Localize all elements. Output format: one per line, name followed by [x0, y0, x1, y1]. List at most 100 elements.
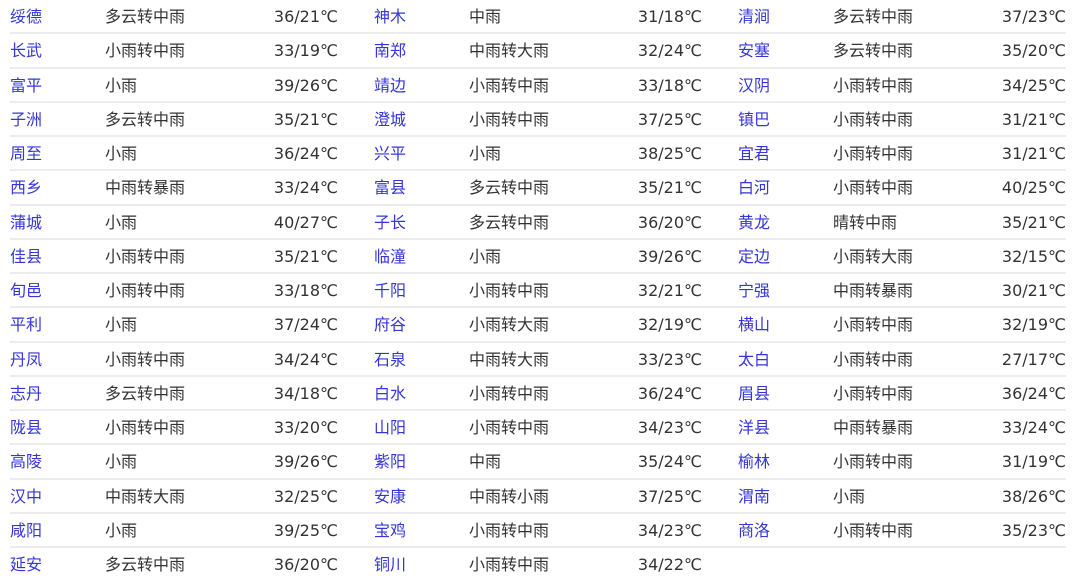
weather-text: 小雨转中雨 [469, 75, 550, 95]
city-link[interactable]: 府谷 [374, 315, 407, 335]
city-link[interactable]: 富县 [374, 178, 407, 198]
weather-text: 小雨转中雨 [469, 520, 550, 540]
city-link[interactable]: 洋县 [738, 418, 771, 437]
temperature-text: 32/19℃ [637, 315, 702, 335]
city-link[interactable]: 汉阴 [738, 75, 771, 95]
table-row: 旬邑 小雨转中雨 33/18℃ 千阳 小雨转中雨 32/21℃ 宁强 中雨转暴雨 30/21℃ [10, 274, 1066, 309]
city-link[interactable]: 高陵 [10, 452, 43, 472]
weather-text: 小雨转中雨 [833, 315, 914, 335]
city-link[interactable]: 宁强 [738, 281, 771, 300]
city-link[interactable]: 神木 [374, 7, 407, 26]
city-link[interactable]: 旬邑 [10, 281, 43, 300]
city-link[interactable]: 周至 [10, 144, 43, 163]
city-link[interactable]: 靖边 [374, 75, 407, 95]
temperature-text: 36/24℃ [637, 383, 702, 403]
city-link[interactable]: 延安 [10, 555, 43, 574]
city-link[interactable]: 佳县 [10, 246, 43, 266]
temperature-text: 33/24℃ [273, 178, 338, 198]
weather-text: 小雨转中雨 [105, 418, 186, 437]
weather-text: 中雨转暴雨 [833, 418, 914, 437]
weather-text: 小雨转中雨 [105, 349, 186, 369]
city-link[interactable]: 兴平 [374, 144, 407, 163]
weather-text: 小雨转大雨 [833, 246, 914, 266]
city-link[interactable]: 白河 [738, 178, 771, 198]
city-link[interactable]: 太白 [738, 349, 771, 369]
city-link[interactable]: 榆林 [738, 452, 771, 472]
city-link[interactable]: 绥德 [10, 7, 43, 26]
city-link[interactable]: 黄龙 [738, 212, 771, 232]
city-link[interactable]: 眉县 [738, 383, 771, 403]
weather-text: 小雨 [105, 315, 138, 335]
temperature-text: 31/19℃ [1001, 452, 1066, 472]
city-link[interactable]: 白水 [374, 383, 407, 403]
city-link[interactable]: 志丹 [10, 383, 43, 403]
city-link[interactable]: 清涧 [738, 7, 771, 26]
temperature-text: 34/22℃ [637, 555, 702, 574]
temperature-text: 36/20℃ [637, 212, 702, 232]
city-link[interactable]: 山阳 [374, 418, 407, 437]
weather-text: 中雨转小雨 [469, 486, 550, 506]
weather-text: 多云转中雨 [105, 7, 186, 26]
temperature-text: 33/19℃ [273, 41, 338, 61]
city-link[interactable]: 安塞 [738, 41, 771, 61]
table-row: 子洲 多云转中雨 35/21℃ 澄城 小雨转中雨 37/25℃ 镇巴 小雨转中雨 31/21℃ [10, 103, 1066, 137]
weather-text: 小雨转中雨 [833, 109, 914, 129]
city-link[interactable]: 长武 [10, 41, 43, 61]
weather-text: 小雨 [833, 486, 866, 506]
weather-text: 中雨转大雨 [105, 486, 186, 506]
city-link[interactable]: 宝鸡 [374, 520, 407, 540]
city-link[interactable]: 千阳 [374, 281, 407, 300]
temperature-text: 33/23℃ [637, 349, 702, 369]
temperature-text: 36/21℃ [273, 7, 338, 26]
city-link[interactable]: 石泉 [374, 349, 407, 369]
temperature-text: 36/20℃ [273, 555, 338, 574]
city-link[interactable]: 铜川 [374, 555, 407, 574]
city-link[interactable]: 临潼 [374, 246, 407, 266]
city-link[interactable]: 商洛 [738, 520, 771, 540]
table-row: 周至 小雨 36/24℃ 兴平 小雨 38/25℃ 宜君 小雨转中雨 31/21℃ [10, 137, 1066, 172]
temperature-text: 39/26℃ [637, 246, 702, 266]
temperature-text: 34/18℃ [273, 383, 338, 403]
city-link[interactable]: 南郑 [374, 41, 407, 61]
temperature-text: 33/20℃ [273, 418, 338, 437]
weather-text: 小雨转中雨 [105, 281, 186, 300]
weather-text: 小雨转中雨 [833, 452, 914, 472]
temperature-text: 34/25℃ [1001, 75, 1066, 95]
weather-text: 中雨转大雨 [469, 349, 550, 369]
city-link[interactable]: 陇县 [10, 418, 43, 437]
city-link[interactable]: 定边 [738, 246, 771, 266]
city-link[interactable]: 澄城 [374, 109, 407, 129]
city-link[interactable]: 宜君 [738, 144, 771, 163]
city-link[interactable]: 子洲 [10, 109, 43, 129]
city-link[interactable]: 平利 [10, 315, 43, 335]
city-link[interactable]: 富平 [10, 75, 43, 95]
city-link[interactable]: 镇巴 [738, 109, 771, 129]
city-link[interactable]: 横山 [738, 315, 771, 335]
temperature-text: 33/18℃ [273, 281, 338, 300]
weather-text: 中雨转大雨 [469, 41, 550, 61]
weather-text: 小雨转大雨 [469, 315, 550, 335]
city-link[interactable]: 西乡 [10, 178, 43, 198]
city-link[interactable]: 紫阳 [374, 452, 407, 472]
temperature-text: 37/25℃ [637, 486, 702, 506]
city-link[interactable]: 渭南 [738, 486, 771, 506]
temperature-text: 34/24℃ [273, 349, 338, 369]
weather-text: 小雨转中雨 [833, 349, 914, 369]
temperature-text: 37/24℃ [273, 315, 338, 335]
city-link[interactable]: 丹凤 [10, 349, 43, 369]
city-link[interactable]: 子长 [374, 212, 407, 232]
temperature-text: 32/15℃ [1001, 246, 1066, 266]
temperature-text: 33/18℃ [637, 75, 702, 95]
city-link[interactable]: 汉中 [10, 486, 43, 506]
weather-table: 绥德 多云转中雨 36/21℃ 神木 中雨 31/18℃ 清涧 多云转中雨 37/23℃ 长武 小雨… [10, 0, 1066, 582]
table-row: 汉中 中雨转大雨 32/25℃ 安康 中雨转小雨 37/25℃ 渭南 小雨 38/26℃ [10, 480, 1066, 514]
weather-text: 中雨 [469, 7, 502, 26]
temperature-text: 27/17℃ [1001, 349, 1066, 369]
weather-text: 中雨转暴雨 [833, 281, 914, 300]
city-link[interactable]: 咸阳 [10, 520, 43, 540]
temperature-text: 40/25℃ [1001, 178, 1066, 198]
weather-text: 中雨 [469, 452, 502, 472]
table-row: 陇县 小雨转中雨 33/20℃ 山阳 小雨转中雨 34/23℃ 洋县 中雨转暴雨 33/24℃ [10, 411, 1066, 446]
city-link[interactable]: 蒲城 [10, 212, 43, 232]
city-link[interactable]: 安康 [374, 486, 407, 506]
